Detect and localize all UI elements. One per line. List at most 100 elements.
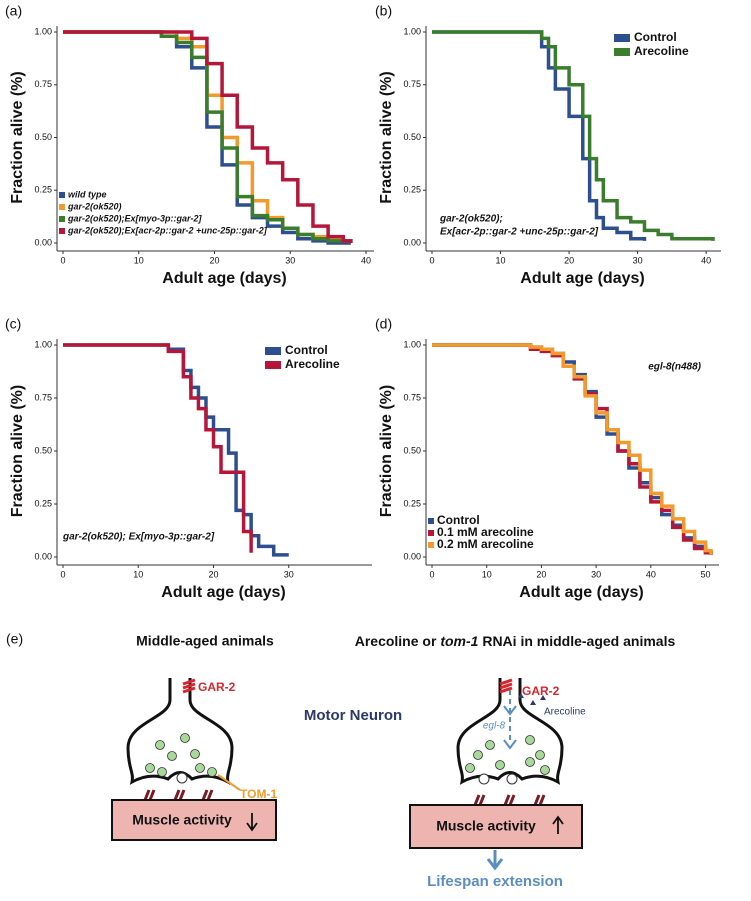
legend-swatch (59, 204, 65, 210)
annotation: gar-2(ok520); Ex[myo-3p::gar-2] (62, 532, 215, 543)
x-tick-label: 0 (429, 255, 434, 265)
gene-label: egl-8 (483, 721, 506, 732)
legend-swatch (265, 347, 281, 355)
y-tick-label: 0.00 (403, 237, 421, 247)
y-tick-label: 0.25 (34, 185, 52, 195)
legend-label: gar-2(ok520) (67, 201, 122, 211)
survival-line (63, 343, 289, 557)
tom-1-label: TOM-1 (240, 787, 277, 801)
x-tick-label: 10 (133, 569, 143, 579)
legend-label: gar-2(ok520);Ex[myo-3p::gar-2] (67, 213, 203, 223)
left-title: Middle-aged animals (136, 633, 274, 649)
survival-line (63, 30, 353, 243)
panel-label: (b) (375, 3, 392, 19)
survival-line (63, 343, 253, 553)
y-tick-label: 0.75 (403, 79, 421, 89)
center-label: Motor Neuron (304, 707, 402, 724)
right-title: Arecoline or tom-1 RNAi in middle-aged a… (355, 633, 676, 649)
arrow-heads (503, 705, 517, 750)
y-tick-label: 1.00 (403, 26, 421, 36)
legend-swatch (614, 48, 630, 56)
x-tick-label: 10 (496, 255, 506, 265)
neuron (126, 678, 234, 785)
down-arrow (246, 813, 258, 832)
muscle-receptors (473, 794, 546, 806)
x-tick-label: 20 (564, 255, 574, 265)
y-tick-label: 0.50 (403, 132, 421, 142)
vesicles (465, 735, 550, 775)
outcome-arrow (486, 850, 504, 871)
panel-label: (e) (6, 631, 23, 647)
x-tick-label: 20 (208, 569, 218, 579)
x-tick-label: 0 (429, 569, 434, 579)
muscle-box (111, 799, 277, 841)
legend-label: Control (285, 343, 328, 357)
up-arrow (552, 815, 564, 834)
y-tick-label: 1.00 (403, 339, 421, 349)
survival-line (63, 30, 353, 243)
y-tick-label: 0.50 (34, 132, 52, 142)
drug-marks (518, 693, 546, 705)
x-tick-label: 30 (284, 569, 294, 579)
survival-line (432, 30, 715, 241)
y-tick-label: 0.75 (34, 392, 52, 402)
annotation: egl-8(n488) (648, 362, 701, 373)
legend-swatch (428, 530, 434, 536)
y-tick-label: 0.25 (403, 185, 421, 195)
y-tick-label: 0.50 (34, 445, 52, 455)
panel-label: (d) (375, 316, 392, 332)
x-tick-label: 0 (60, 569, 65, 579)
muscle-receptors (143, 789, 214, 801)
x-tick-label: 40 (646, 569, 656, 579)
receptor-label: GAR-2 (198, 680, 236, 694)
x-tick-label: 20 (209, 255, 219, 265)
survival-line (432, 343, 713, 555)
annotation: gar-2(ok520); (439, 214, 503, 225)
legend-swatch (428, 542, 434, 548)
legend-swatch (59, 192, 65, 198)
vesicle-fusing (506, 773, 518, 785)
x-tick-label: 30 (285, 255, 295, 265)
x-tick-label: 10 (482, 569, 492, 579)
vesicle-fusing (478, 773, 490, 785)
y-tick-label: 0.00 (34, 237, 52, 247)
receptor (499, 678, 513, 694)
legend-swatch (59, 228, 65, 234)
x-tick-label: 30 (591, 569, 601, 579)
legend-label: wild type (68, 189, 107, 199)
legend-label: Arecoline (634, 44, 689, 58)
y-tick-label: 0.50 (403, 445, 421, 455)
drug-label: Arecoline (544, 707, 586, 718)
x-tick-label: 0 (60, 255, 65, 265)
legend-swatch (428, 518, 434, 524)
y-tick-label: 0.25 (34, 498, 52, 508)
y-tick-label: 1.00 (34, 26, 52, 36)
y-tick-label: 0.75 (403, 392, 421, 402)
muscle-label: Muscle activity (132, 812, 232, 828)
title-part: Arecoline or (355, 633, 441, 649)
y-tick-label: 0.75 (34, 79, 52, 89)
survival-line (432, 30, 647, 241)
title-part: RNAi in middle-aged animals (478, 633, 675, 649)
x-tick-label: 20 (536, 569, 546, 579)
x-tick-label: 50 (701, 569, 711, 579)
neuron (456, 678, 564, 785)
legend-label: 0.1 mM arecoline (437, 525, 534, 539)
receptor (182, 678, 196, 694)
legend-swatch (265, 361, 281, 369)
y-tick-label: 1.00 (34, 339, 52, 349)
y-tick-label: 0.25 (403, 498, 421, 508)
y-axis-label: Fraction alive (%) (9, 71, 26, 203)
vesicles (145, 733, 217, 777)
legend-label: gar-2(ok520);Ex[acr-2p::gar-2 +unc-25p::… (67, 225, 268, 235)
x-axis-label: Adult age (days) (520, 270, 644, 287)
x-tick-label: 40 (361, 255, 371, 265)
panel-label: (c) (5, 316, 21, 332)
y-axis-label: Fraction alive (%) (378, 385, 395, 517)
y-axis-label: Fraction alive (%) (9, 385, 26, 517)
legend-swatch (59, 216, 65, 222)
legend-swatch (614, 34, 630, 42)
x-axis-label: Adult age (days) (162, 270, 286, 287)
outcome-label: Lifespan extension (427, 873, 563, 890)
